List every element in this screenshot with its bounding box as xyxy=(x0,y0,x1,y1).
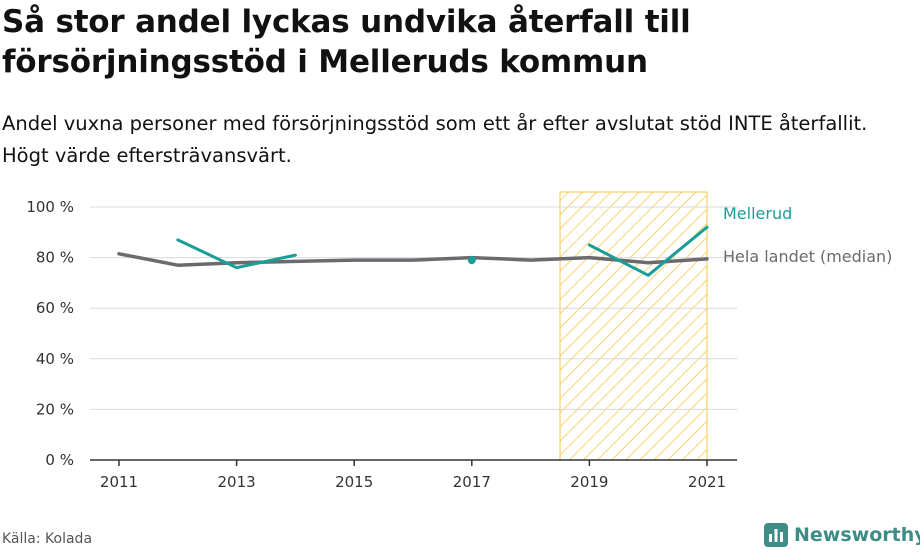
x-tick-label: 2015 xyxy=(335,473,373,491)
x-tick-label: 2013 xyxy=(218,473,256,491)
y-tick-label: 40 % xyxy=(36,350,74,368)
mellerud-series-label: Mellerud xyxy=(723,204,792,223)
line-chart: 0 % 20 % 40 % 60 % 80 % 100 % 2011 2013 2015 2017… xyxy=(26,191,892,491)
newsworthy-logo[interactable]: Newsworthy xyxy=(764,520,920,550)
chart-title: Så stor andel lyckas undvika återfall ti… xyxy=(2,4,691,80)
highlight-period xyxy=(559,191,708,461)
source-note: Källa: Kolada xyxy=(2,531,93,547)
y-tick-label: 60 % xyxy=(36,299,74,317)
national-line xyxy=(117,252,709,267)
national-series-label: Hela landet (median) xyxy=(723,247,892,266)
y-tick-label: 80 % xyxy=(36,249,74,267)
y-tick-label: 100 % xyxy=(26,198,74,216)
mellerud-line xyxy=(587,225,709,277)
chart-subtitle: Andel vuxna personer med försörjningsstö… xyxy=(2,112,868,167)
mellerud-line xyxy=(176,238,297,270)
y-tick-label: 20 % xyxy=(36,400,74,418)
x-tick-label: 2021 xyxy=(688,473,726,491)
x-tick-label: 2011 xyxy=(100,473,138,491)
mellerud-point xyxy=(467,256,476,265)
brand-name: Newsworthy xyxy=(794,524,920,546)
y-tick-label: 0 % xyxy=(45,451,74,469)
bar-chart-logo-icon xyxy=(764,523,788,547)
x-tick-label: 2019 xyxy=(570,473,608,491)
x-tick-label: 2017 xyxy=(453,473,491,491)
